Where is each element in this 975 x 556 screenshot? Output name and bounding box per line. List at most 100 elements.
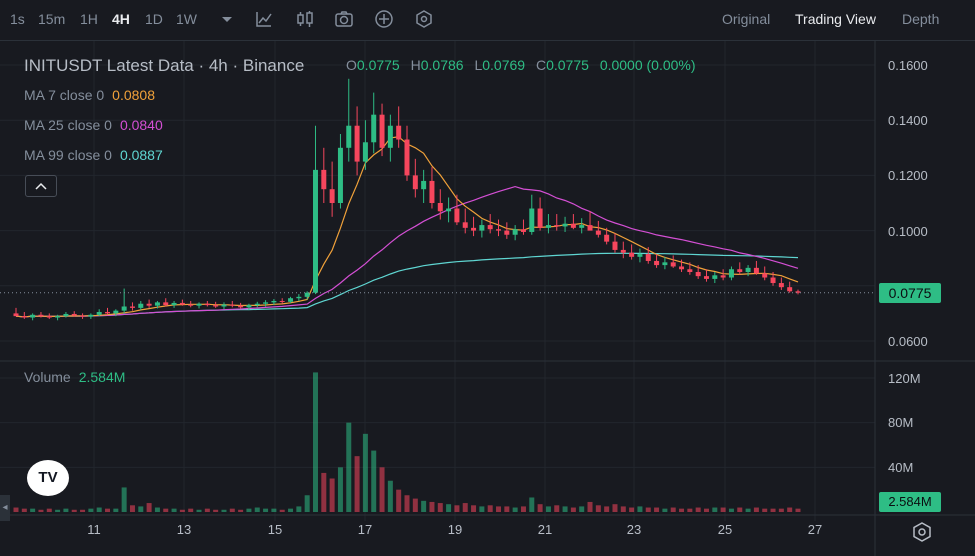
candle [88,313,94,319]
view-trading-view-tab[interactable]: Trading View [795,11,876,27]
volume-bar [263,508,269,512]
tradingview-logo: TV [27,460,69,496]
volume-bar [229,508,235,512]
volume-bar [462,503,468,512]
candle [512,225,518,241]
volume-bar [13,507,19,512]
view-depth-tab[interactable]: Depth [902,11,940,27]
candle-body [429,180,435,203]
candle [263,300,269,307]
volume-value: 2.584M [78,369,126,385]
candle-body [520,229,526,232]
volume-bar [753,507,759,512]
candle [545,214,551,234]
candle-body [404,139,410,176]
volume-bar [437,503,443,512]
timeframe-dropdown-icon[interactable] [217,9,237,29]
candle [787,281,793,293]
volume-bar [737,507,743,512]
candle-body [695,272,701,277]
candle-body [213,305,219,307]
volume-bar [728,508,734,512]
candle [321,147,327,203]
candle-body [728,269,734,278]
volume-bar [96,507,102,512]
timeframe-1w[interactable]: 1W [176,11,197,27]
candle-body [679,266,685,270]
collapse-legend-button[interactable] [25,175,57,197]
indicators-icon[interactable] [254,9,274,29]
candle-body [703,276,709,279]
candle-body [778,283,784,288]
volume-tick: 120M [888,371,921,386]
candle [80,313,86,319]
volume-bar [529,497,535,512]
candle [221,302,227,310]
volume-bar [762,508,768,512]
candle [379,103,385,157]
volume-bar [670,507,676,512]
volume-bar [662,508,668,512]
candle-body [71,313,77,316]
candle [529,194,535,235]
candle [71,311,77,317]
scroll-left-handle[interactable]: ◂ [0,495,10,521]
axis-settings-icon[interactable] [910,520,934,544]
candle [712,272,718,284]
volume-bar [129,505,135,512]
view-original-tab[interactable]: Original [722,11,771,27]
volume-bar [629,507,635,512]
candle-body [279,300,285,302]
volume-bar [346,422,352,512]
chart-type-icon[interactable] [295,9,315,29]
timeframe-1d[interactable]: 1D [145,11,163,27]
volume-bar [354,456,360,512]
volume-bar [687,508,693,512]
candle-body [21,316,27,318]
candle-body [762,273,768,278]
volume-bar [695,507,701,512]
candle [46,313,52,319]
candle [13,307,19,317]
candle-body [712,275,718,279]
candlestick-chart[interactable] [0,41,975,556]
ma25-legend: MA 25 close 0 0.0840 [24,117,163,133]
timeframe-4h[interactable]: 4H [112,11,130,27]
screenshot-icon[interactable] [334,9,354,29]
chart-settings-icon[interactable] [414,9,434,29]
candle-body [88,314,94,317]
candle [496,219,502,237]
volume-bar [620,506,626,512]
last-volume-tag: 2.584M [879,492,941,512]
timeframe-1h[interactable]: 1H [80,11,98,27]
candle-body [396,125,402,140]
ma7-legend: MA 7 close 0 0.0808 [24,87,155,103]
candle [687,262,693,275]
volume-bar [778,508,784,512]
candle-body [587,225,593,231]
price-tick: 0.1400 [888,113,928,128]
candle [337,134,343,209]
candle [537,197,543,231]
candle-body [296,296,302,299]
volume-bar [121,487,127,512]
volume-bar [712,507,718,512]
price-tick: 0.1200 [888,168,928,183]
candle [728,266,734,281]
time-tick: 21 [537,522,553,537]
candle [637,248,643,263]
timeframe-1s[interactable]: 1s [10,11,25,27]
candle [695,265,701,279]
volume-label: Volume [24,369,71,385]
timeframe-15m[interactable]: 15m [38,11,66,27]
candle [745,265,751,277]
volume-bar [795,508,801,512]
volume-bar [504,506,510,512]
candle-body [512,229,518,235]
candle-body [113,310,119,314]
candle-body [595,230,601,235]
candle-body [105,312,111,314]
candle-body [670,262,676,267]
add-indicator-icon[interactable] [374,9,394,29]
candle [570,214,576,230]
